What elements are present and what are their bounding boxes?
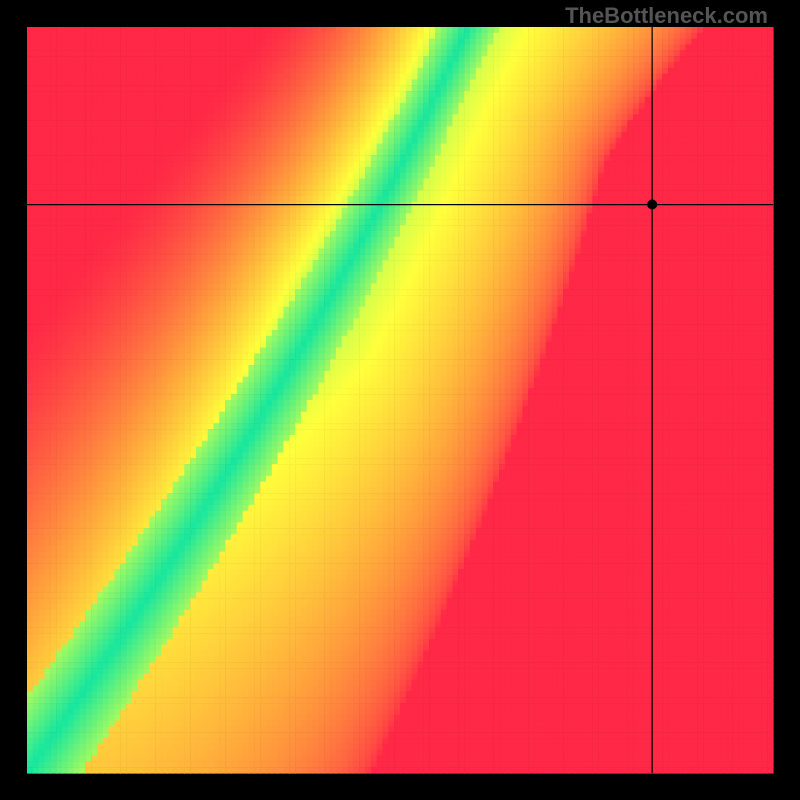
chart-container: TheBottleneck.com [0,0,800,800]
bottleneck-heatmap-canvas [0,0,800,800]
watermark-text: TheBottleneck.com [565,3,768,29]
